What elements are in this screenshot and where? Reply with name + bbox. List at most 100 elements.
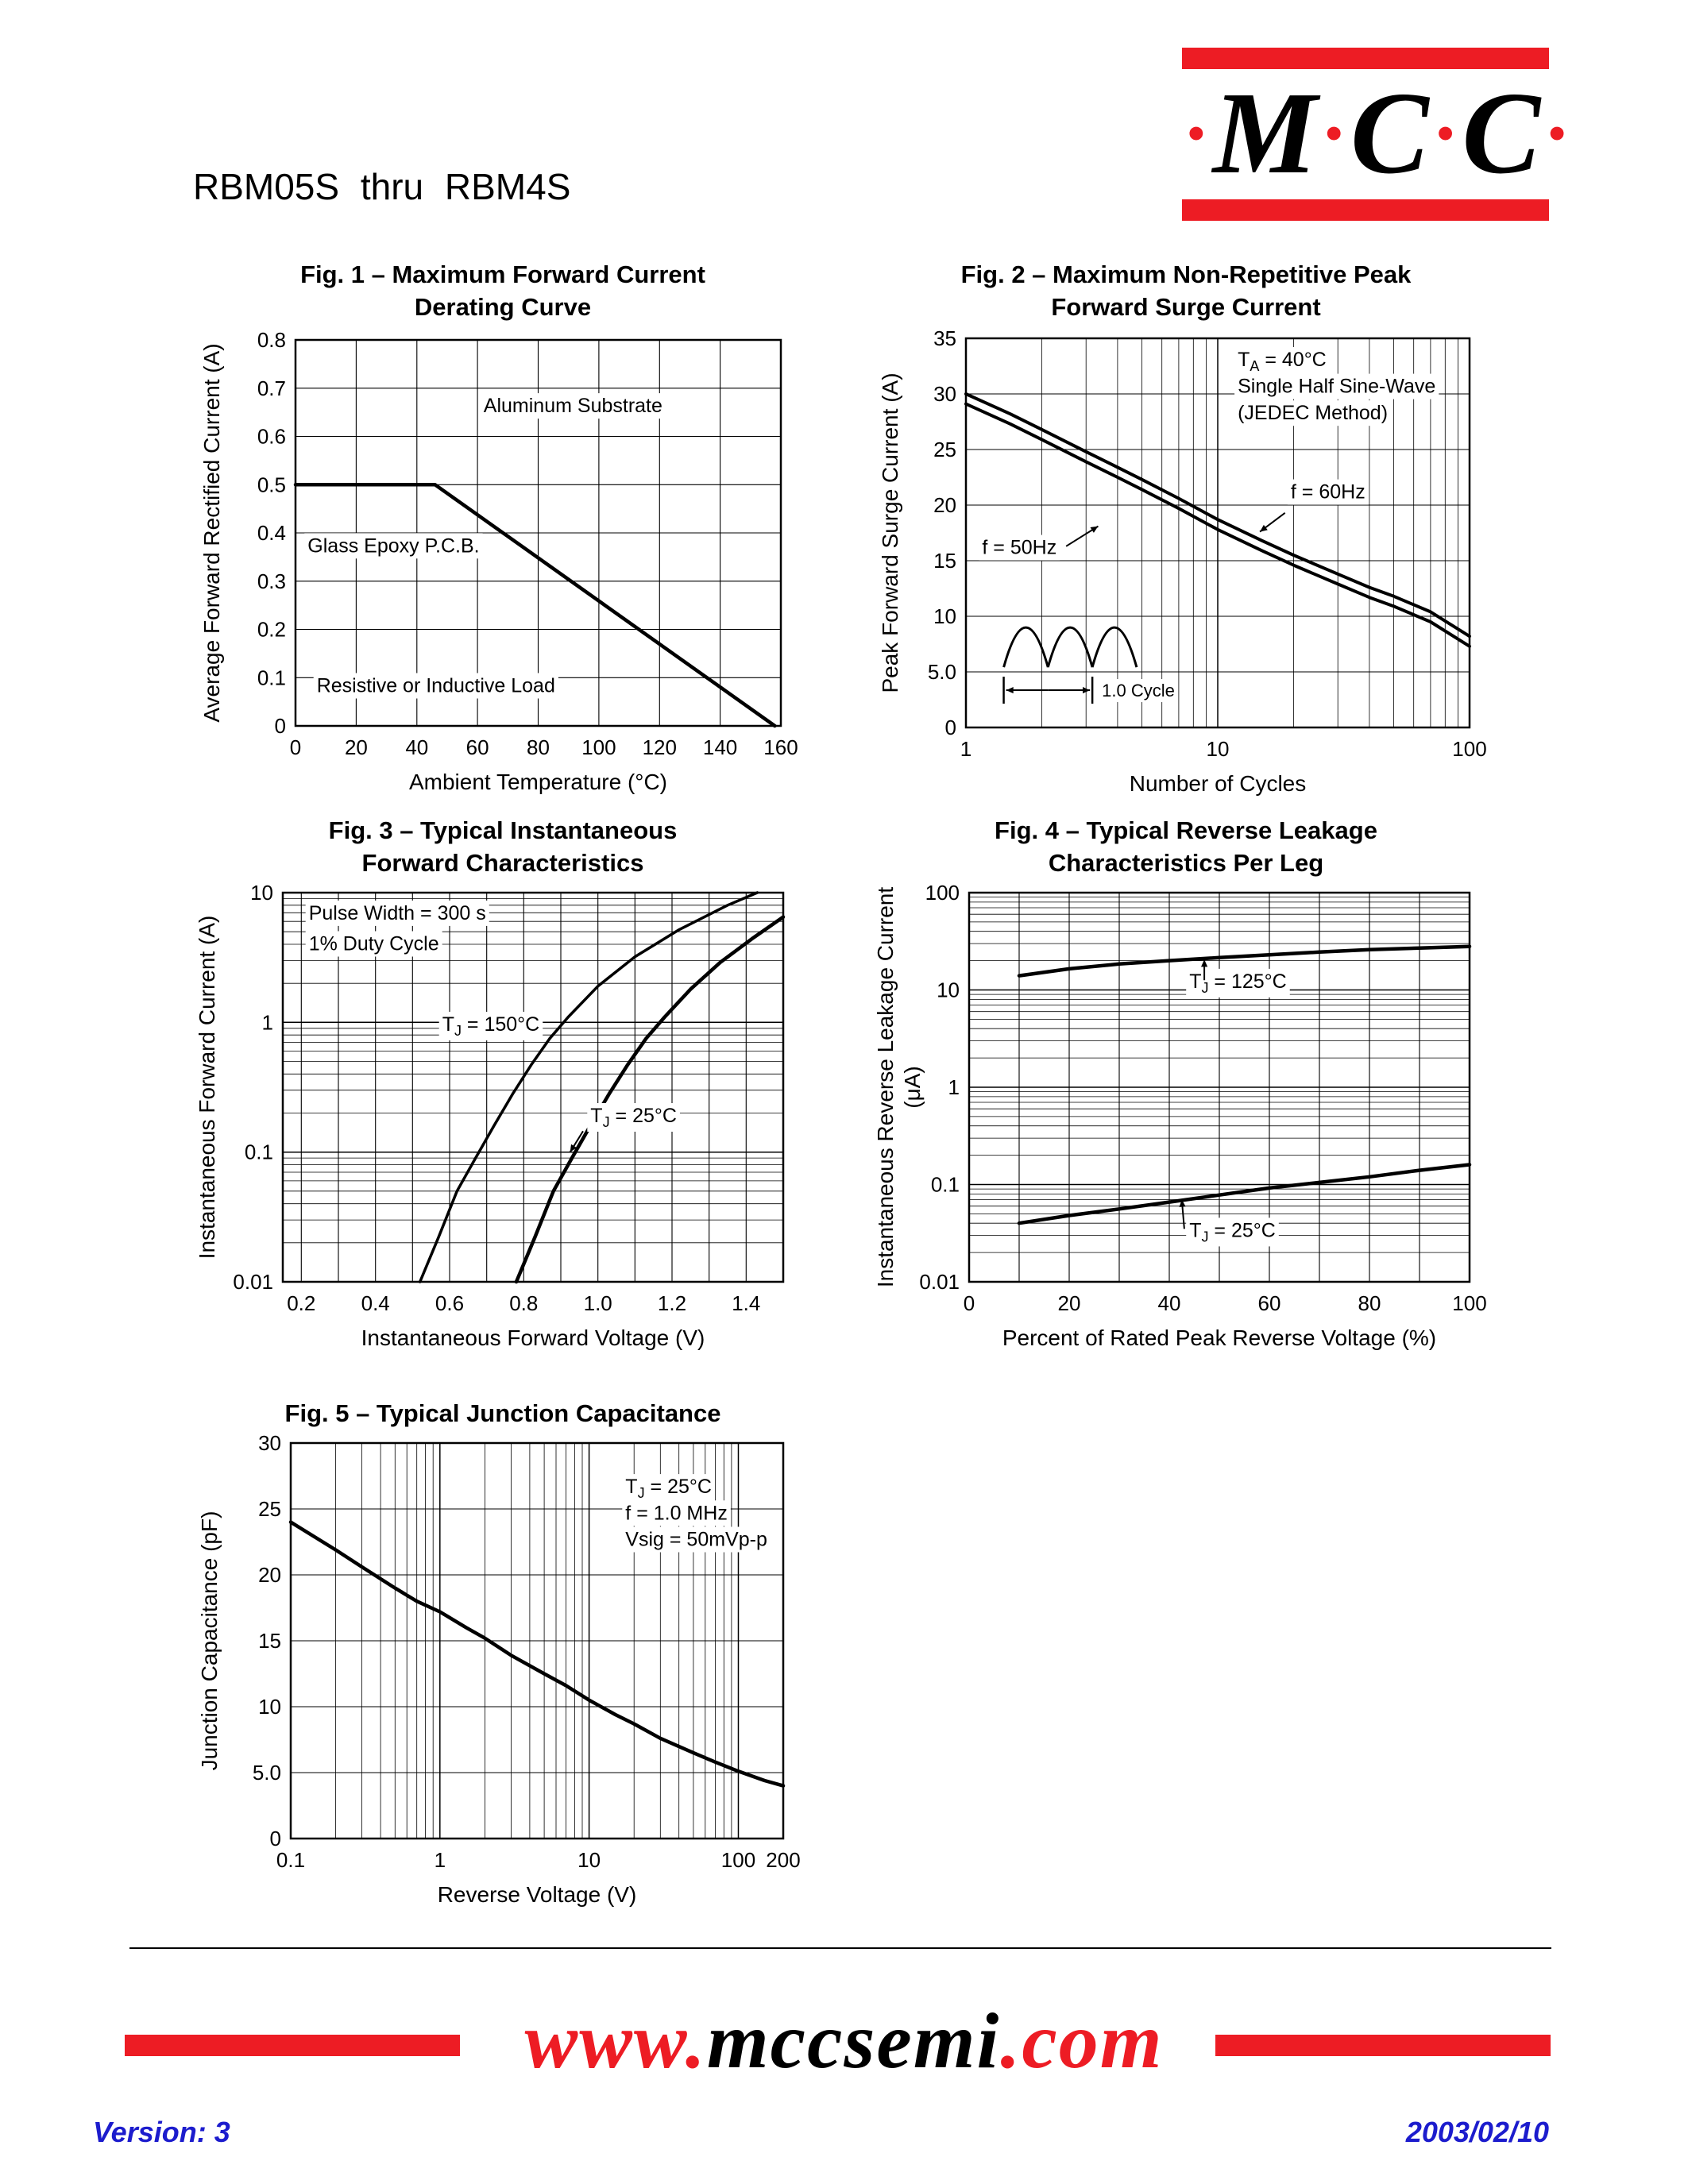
svg-text:160: 160 [763,735,798,759]
fig4-title-line2: Characteristics Per Leg [1048,848,1324,877]
svg-text:1% Duty Cycle: 1% Duty Cycle [309,932,439,955]
svg-text:0.2: 0.2 [287,1291,315,1315]
svg-text:0.7: 0.7 [257,376,286,400]
svg-text:10: 10 [933,604,956,628]
fig3: Fig. 3 – Typical Instantaneous Forward C… [189,815,817,1361]
part-title: RBM05S thru RBM4S [193,166,571,207]
fig1-title-line1: Fig. 1 – Maximum Forward Current [300,260,705,288]
footer-rule [129,1947,1551,1949]
svg-text:20: 20 [345,735,368,759]
svg-text:0.6: 0.6 [435,1291,464,1315]
fig4-title: Fig. 4 – Typical Reverse Leakage Charact… [872,815,1500,880]
svg-text:120: 120 [643,735,677,759]
svg-text:10: 10 [250,885,273,905]
fig3-title: Fig. 3 – Typical Instantaneous Forward C… [189,815,817,880]
svg-text:Ambient Temperature (°C): Ambient Temperature (°C) [409,770,667,794]
svg-text:TJ = 25°C: TJ = 25°C [625,1476,712,1501]
version-text: Version: 3 [93,2116,230,2148]
svg-text:30: 30 [933,382,956,406]
svg-text:1: 1 [435,1848,446,1872]
svg-text:200: 200 [766,1848,800,1872]
svg-text:60: 60 [1258,1291,1281,1315]
svg-text:Resistive or Inductive Load: Resistive or Inductive Load [317,674,555,696]
svg-text:Number of Cycles: Number of Cycles [1130,771,1307,796]
fig3-title-line2: Forward Characteristics [361,848,644,877]
svg-text:TJ = 150°C: TJ = 150°C [442,1013,540,1039]
svg-text:Peak Forward Surge Current (A): Peak Forward Surge Current (A) [878,372,902,693]
svg-text:Glass Epoxy P.C.B.: Glass Epoxy P.C.B. [307,534,479,557]
svg-text:80: 80 [1358,1291,1381,1315]
mcc-logo-text: •M •C •C • [1182,68,1566,199]
logo-dot: • [1188,107,1207,161]
fig2-title-line2: Forward Surge Current [1051,292,1321,321]
svg-text:Pulse Width = 300 s: Pulse Width = 300 s [309,902,486,924]
fig4: Fig. 4 – Typical Reverse Leakage Charact… [872,815,1500,1361]
fig5: Fig. 5 – Typical Junction Capacitance 0.… [189,1398,817,1912]
svg-text:0.1: 0.1 [245,1140,273,1164]
website-suffix: .com [1000,1997,1164,2085]
svg-text:10: 10 [1207,737,1230,761]
svg-text:1.0 Cycle: 1.0 Cycle [1102,681,1175,700]
fig2-title: Fig. 2 – Maximum Non-Repetitive Peak For… [872,259,1500,324]
svg-text:100: 100 [1452,737,1486,761]
svg-text:0.1: 0.1 [257,666,286,689]
svg-text:TA = 40°C: TA = 40°C [1238,349,1327,374]
website-domain: mccsemi [706,1997,1001,2085]
svg-text:35: 35 [933,329,956,350]
svg-text:140: 140 [703,735,737,759]
svg-text:5.0: 5.0 [928,660,956,684]
svg-text:100: 100 [1452,1291,1486,1315]
logo-letter: C [1350,68,1431,199]
svg-text:40: 40 [1158,1291,1181,1315]
svg-text:10: 10 [258,1695,281,1719]
svg-text:Percent of Rated Peak Reverse: Percent of Rated Peak Reverse Voltage (%… [1002,1325,1436,1350]
svg-text:Instantaneous Reverse Leakage: Instantaneous Reverse Leakage Current [873,886,898,1287]
logo-letter: C [1462,68,1543,199]
svg-text:25: 25 [258,1497,281,1521]
svg-text:(JEDEC Method): (JEDEC Method) [1238,402,1388,424]
svg-text:f = 50Hz: f = 50Hz [982,536,1056,558]
svg-text:20: 20 [933,493,956,517]
svg-text:Vsig = 50mVp-p: Vsig = 50mVp-p [625,1528,767,1550]
website-text: www.mccsemi.com [0,1995,1688,2086]
svg-text:40: 40 [405,735,428,759]
svg-text:1: 1 [262,1010,273,1034]
logo-dot: • [1436,107,1457,161]
svg-text:0: 0 [290,735,301,759]
fig1: Fig. 1 – Maximum Forward Current Deratin… [189,259,817,805]
svg-text:10: 10 [577,1848,601,1872]
svg-text:Instantaneous Forward Current: Instantaneous Forward Current (A) [195,915,219,1259]
svg-text:Average Forward Rectified Curr: Average Forward Rectified Current (A) [199,343,224,722]
fig4-chart: 0 20 40 60 80 100 0.01 0.1 1 10 100 TJ = 125°C TJ = … [873,885,1487,1350]
svg-text:1.4: 1.4 [732,1291,760,1315]
logo-dot: • [1325,107,1346,161]
svg-text:f = 60Hz: f = 60Hz [1291,480,1365,503]
svg-text:15: 15 [933,549,956,573]
svg-text:0: 0 [270,1827,281,1850]
svg-text:0.01: 0.01 [233,1270,273,1294]
svg-text:1.2: 1.2 [658,1291,686,1315]
svg-text:1: 1 [960,737,971,761]
svg-text:0.5: 0.5 [257,473,286,496]
fig1-title-line2: Derating Curve [414,292,592,321]
fig3-title-line1: Fig. 3 – Typical Instantaneous [328,816,678,844]
svg-text:0: 0 [275,714,286,738]
svg-text:80: 80 [527,735,550,759]
fig5-title: Fig. 5 – Typical Junction Capacitance [189,1398,817,1430]
website-prefix: www. [524,1997,707,2085]
logo-letter: M [1212,68,1320,199]
svg-text:100: 100 [581,735,616,759]
svg-text:20: 20 [258,1563,281,1587]
fig3-chart: 0.2 0.4 0.6 0.8 1.0 1.2 1.4 0.01 0.1 1 10 Pulse Wid… [195,885,786,1350]
svg-text:0: 0 [964,1291,975,1315]
svg-text:0.4: 0.4 [257,521,286,545]
fig1-chart: 0 20 40 60 80 100 120 140 160 0 0.1 0.2 0.3 0.4 0.5 0.6… [199,329,798,794]
fig2-title-line1: Fig. 2 – Maximum Non-Repetitive Peak [960,260,1412,288]
svg-text:0.01: 0.01 [919,1270,960,1294]
svg-text:100: 100 [721,1848,755,1872]
logo-dot: • [1548,107,1568,161]
fig1-title: Fig. 1 – Maximum Forward Current Deratin… [189,259,817,324]
fig5-chart: 0.1 1 10 100 200 0 5.0 10 15 20 25 30 TJ = 25°Cf = 1… [197,1435,801,1907]
